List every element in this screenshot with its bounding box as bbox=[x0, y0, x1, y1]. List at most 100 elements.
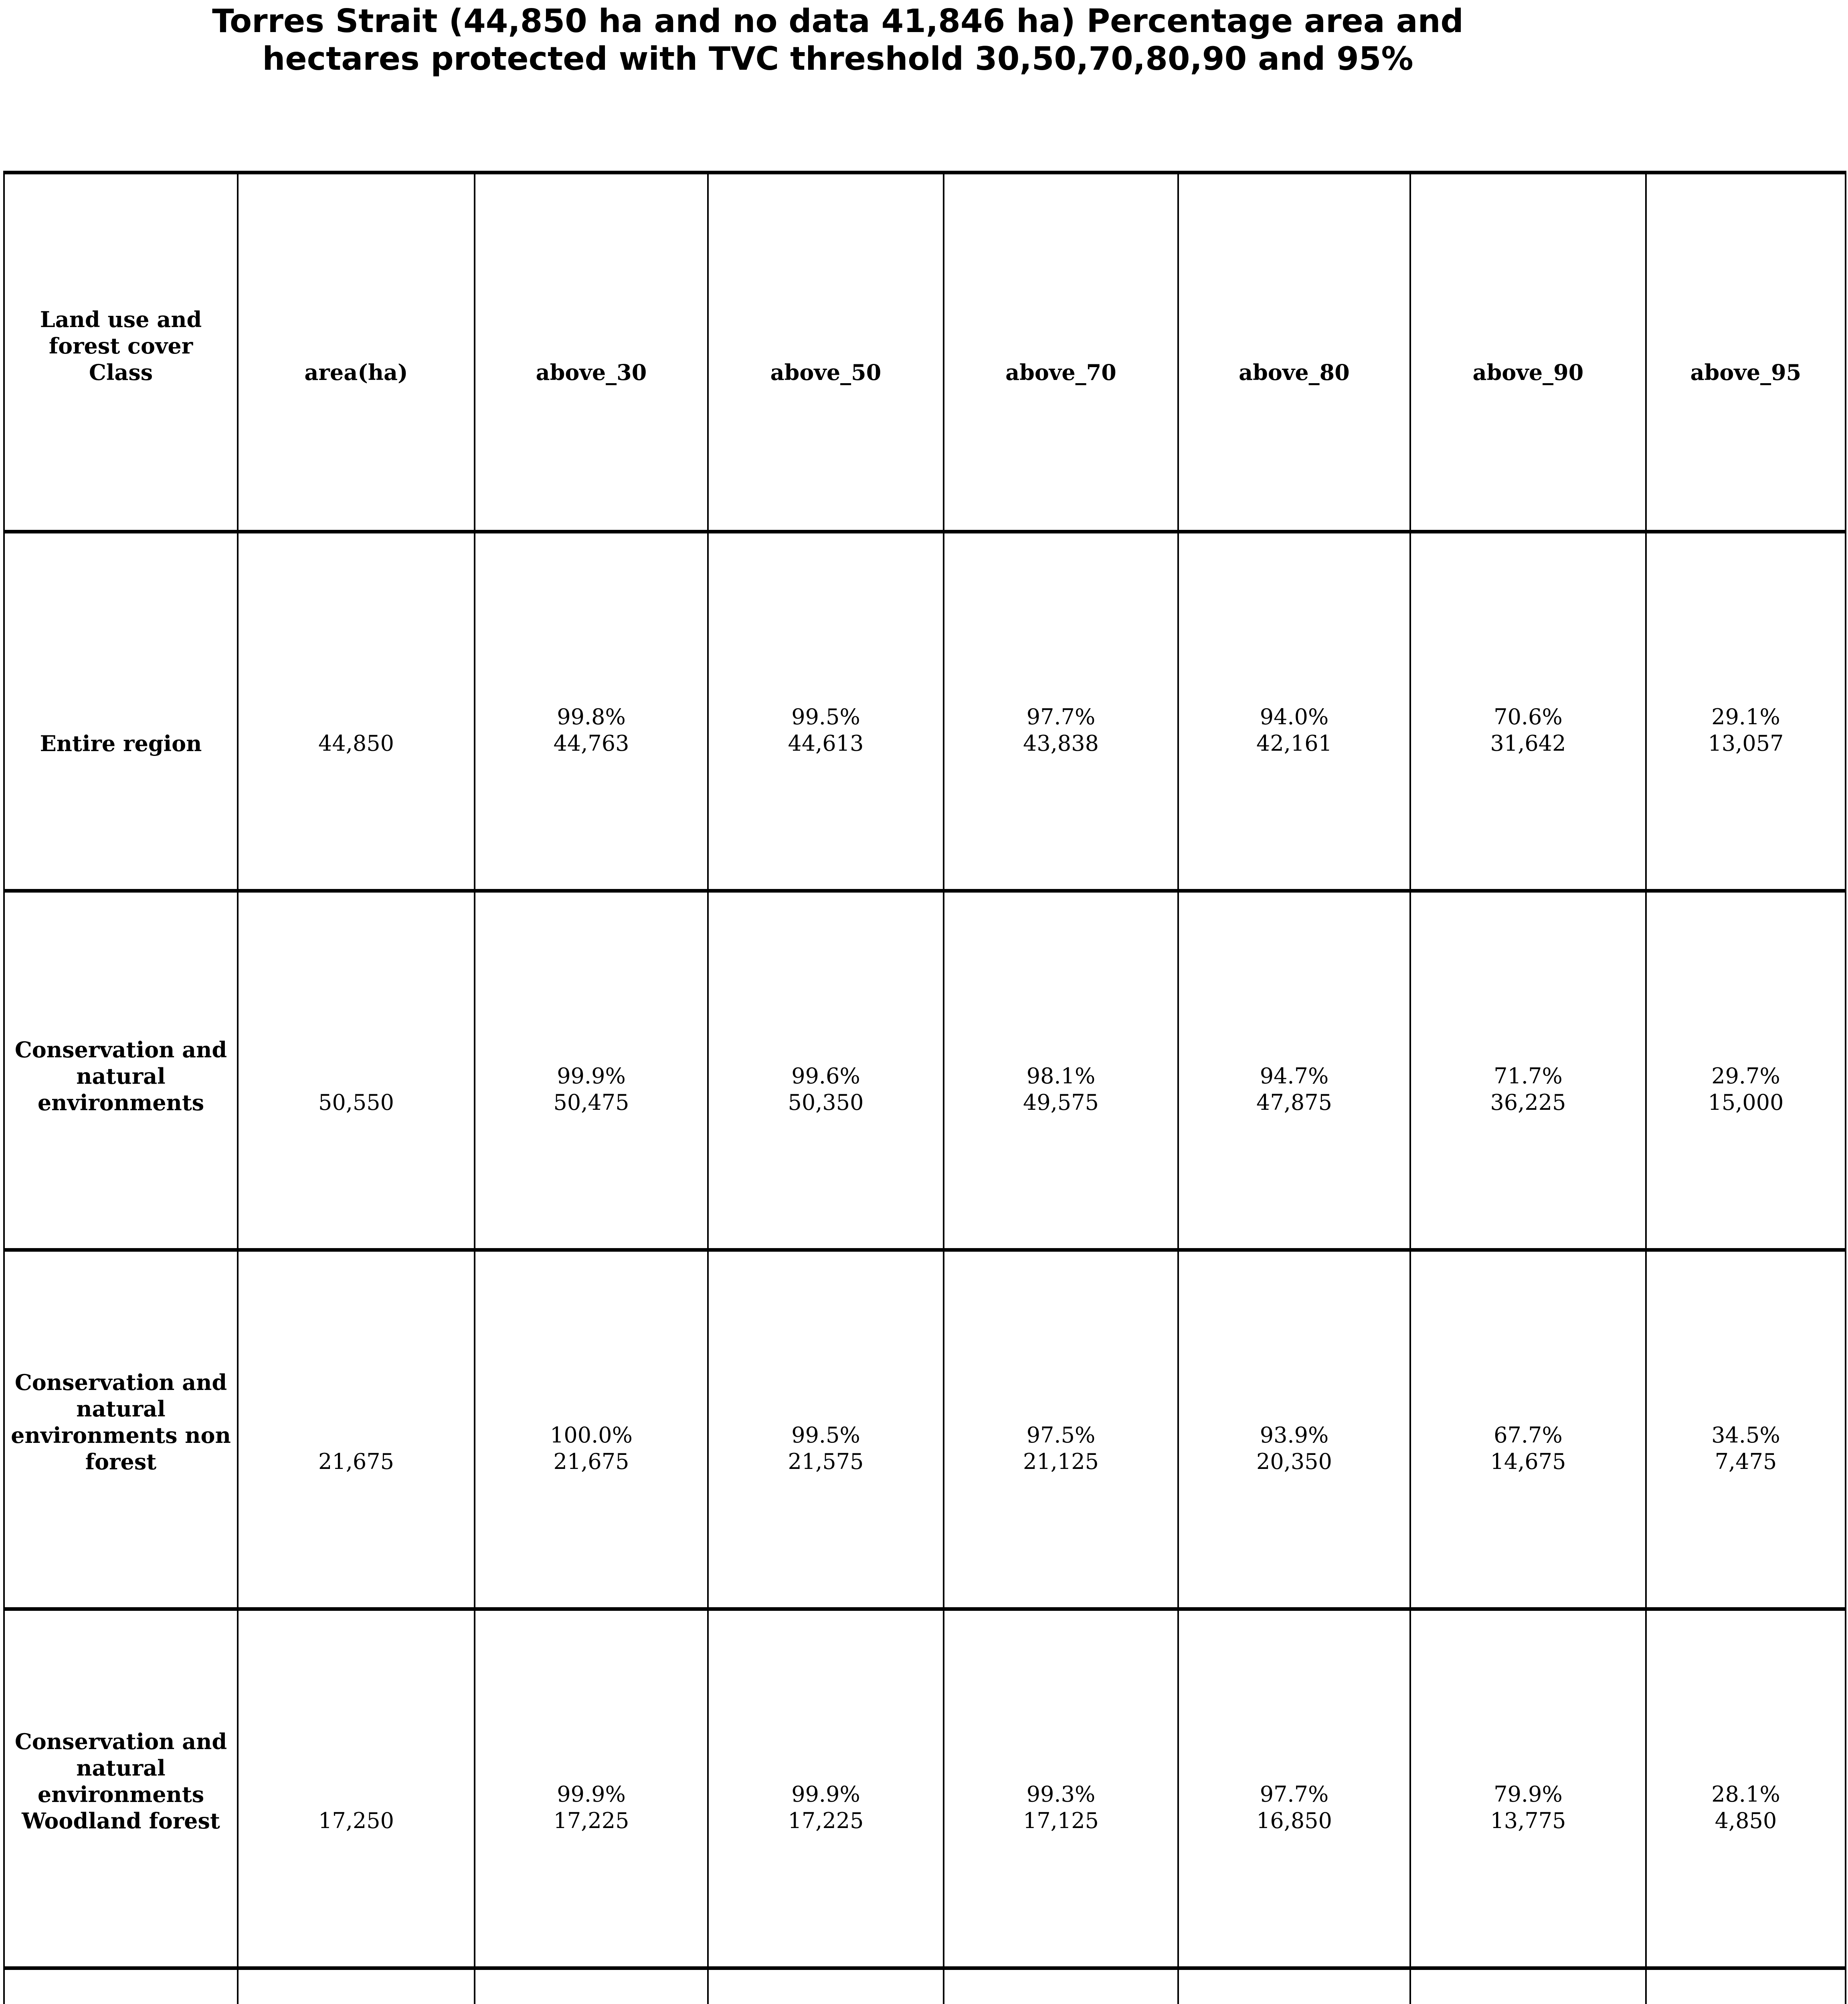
value-cell-above-80: 93.9% 20,350 bbox=[1177, 1248, 1411, 1611]
col-header-area: area(ha) bbox=[237, 171, 475, 533]
value-cell-above-90: 79.9% 13,775 bbox=[1409, 1607, 1647, 1970]
ha-value: 47,875 bbox=[1256, 1090, 1332, 1115]
ha-value: 31,642 bbox=[1490, 731, 1566, 756]
ha-value: 17,225 bbox=[553, 1808, 629, 1833]
area-value: 50,550 bbox=[318, 1090, 394, 1115]
value-cell-above-50: 99.9% 17,225 bbox=[707, 1607, 944, 1970]
ha-value: 50,350 bbox=[788, 1090, 864, 1115]
pct-value: 97.7% bbox=[1026, 704, 1096, 729]
ha-value: 13,775 bbox=[1490, 1808, 1566, 1833]
value-cell-above-95: 28.1% 4,850 bbox=[1645, 1607, 1846, 1970]
value-cell-above-90: 67.7% 14,675 bbox=[1409, 1248, 1647, 1611]
pct-value: 94.7% bbox=[1260, 1063, 1329, 1089]
value-cell-above-80: 94.0% 42,161 bbox=[1177, 530, 1411, 893]
pct-value: 67.7% bbox=[1494, 1422, 1563, 1448]
row-label: Conservation and natural environments no… bbox=[11, 1370, 231, 1475]
data-table: Land use and forest cover Class area(ha)… bbox=[3, 171, 1846, 2004]
area-value: 44,850 bbox=[318, 731, 394, 756]
col-header-above-80: above_80 bbox=[1177, 171, 1411, 533]
ha-value: 20,350 bbox=[1256, 1449, 1332, 1474]
ha-value: 49,575 bbox=[1023, 1090, 1099, 1115]
pct-value: 99.6% bbox=[791, 1063, 860, 1089]
pct-value: 70.6% bbox=[1494, 704, 1563, 729]
value-cell-above-90: 66.9%7,775 bbox=[1409, 1966, 1647, 2004]
row-label: Entire region bbox=[40, 731, 202, 756]
value-cell-above-95: 34.5% 7,475 bbox=[1645, 1248, 1846, 1611]
pct-value: 71.7% bbox=[1494, 1063, 1563, 1089]
pct-value: 99.9% bbox=[791, 1782, 860, 1807]
row-label: Conservation and natural environments Wo… bbox=[14, 1729, 227, 1834]
col-header-above-95: above_95 bbox=[1645, 171, 1846, 533]
pct-value: 79.9% bbox=[1494, 1782, 1563, 1807]
value-cell-above-70: 98.1% 49,575 bbox=[943, 889, 1179, 1252]
pct-value: 29.7% bbox=[1711, 1063, 1780, 1089]
ha-value: 16,850 bbox=[1256, 1808, 1332, 1833]
row-label: Conservation and natural environments bbox=[14, 1037, 227, 1115]
pct-value: 99.9% bbox=[557, 1782, 626, 1807]
table-row: Conservation and natural environments Fo… bbox=[3, 1966, 1846, 2004]
value-cell-above-30: 99.9% 50,475 bbox=[474, 889, 709, 1252]
ha-value: 21,675 bbox=[553, 1449, 629, 1474]
ha-value: 15,000 bbox=[1708, 1090, 1784, 1115]
ha-value: 21,125 bbox=[1023, 1449, 1099, 1474]
area-cell: 11,625 bbox=[237, 1966, 475, 2004]
value-cell-above-30: 99.9% 17,225 bbox=[474, 1607, 709, 1970]
value-cell-above-80: 91.8%10,675 bbox=[1177, 1966, 1411, 2004]
pct-value: 34.5% bbox=[1711, 1422, 1780, 1448]
value-cell-above-95: 29.1% 13,057 bbox=[1645, 530, 1846, 893]
table-row: Conservation and natural environments 50… bbox=[3, 889, 1846, 1252]
area-cell: 17,250 bbox=[237, 1607, 475, 1970]
col-header-above-50: above_50 bbox=[707, 171, 944, 533]
value-cell-above-70: 99.3% 17,125 bbox=[943, 1607, 1179, 1970]
value-cell-above-70: 97.5% 21,125 bbox=[943, 1248, 1179, 1611]
value-cell-above-80: 97.7% 16,850 bbox=[1177, 1607, 1411, 1970]
pct-value: 94.0% bbox=[1260, 704, 1329, 729]
row-label-cell: Conservation and natural environments bbox=[3, 889, 239, 1252]
col-header-above-70: above_70 bbox=[943, 171, 1179, 533]
area-cell: 44,850 bbox=[237, 530, 475, 893]
row-label-cell: Entire region bbox=[3, 530, 239, 893]
value-cell-above-50: 99.5% 21,575 bbox=[707, 1248, 944, 1611]
pct-value: 99.9% bbox=[557, 1063, 626, 1089]
value-cell-above-30: 99.6%11,575 bbox=[474, 1966, 709, 2004]
value-cell-above-50: 99.5% 44,613 bbox=[707, 530, 944, 893]
value-cell-above-95: 29.7% 15,000 bbox=[1645, 889, 1846, 1252]
area-value: 17,250 bbox=[318, 1808, 394, 1833]
row-label-cell: Conservation and natural environments Fo… bbox=[3, 1966, 239, 2004]
ha-value: 36,225 bbox=[1490, 1090, 1566, 1115]
ha-value: 17,225 bbox=[788, 1808, 864, 1833]
col-header-above-90: above_90 bbox=[1409, 171, 1647, 533]
value-cell-above-95: 23.0%2,675 bbox=[1645, 1966, 1846, 2004]
ha-value: 13,057 bbox=[1708, 731, 1784, 756]
ha-value: 17,125 bbox=[1023, 1808, 1099, 1833]
ha-value: 14,675 bbox=[1490, 1449, 1566, 1474]
pct-value: 99.3% bbox=[1026, 1782, 1096, 1807]
page-title-line1: Torres Strait (44,850 ha and no data 41,… bbox=[212, 2, 1464, 40]
ha-value: 21,575 bbox=[788, 1449, 864, 1474]
col-header-above-30: above_30 bbox=[474, 171, 709, 533]
ha-value: 7,475 bbox=[1715, 1449, 1777, 1474]
row-label-cell: Conservation and natural environments no… bbox=[3, 1248, 239, 1611]
value-cell-above-80: 94.7% 47,875 bbox=[1177, 889, 1411, 1252]
pct-value: 28.1% bbox=[1711, 1782, 1780, 1807]
area-cell: 50,550 bbox=[237, 889, 475, 1252]
ha-value: 42,161 bbox=[1256, 731, 1332, 756]
ha-value: 44,613 bbox=[788, 731, 864, 756]
pct-value: 99.8% bbox=[557, 704, 626, 729]
area-cell: 21,675 bbox=[237, 1248, 475, 1611]
value-cell-above-50: 99.4%11,550 bbox=[707, 1966, 944, 2004]
table-row: Entire region 44,850 99.8% 44,763 99.5% 44… bbox=[3, 530, 1846, 893]
value-cell-above-70: 97.4%11,325 bbox=[943, 1966, 1179, 2004]
pct-value: 93.9% bbox=[1260, 1422, 1329, 1448]
pct-value: 100.0% bbox=[550, 1422, 633, 1448]
value-cell-above-30: 99.8% 44,763 bbox=[474, 530, 709, 893]
value-cell-above-30: 100.0% 21,675 bbox=[474, 1248, 709, 1611]
ha-value: 4,850 bbox=[1715, 1808, 1777, 1833]
ha-value: 44,763 bbox=[553, 731, 629, 756]
page-title: Torres Strait (44,850 ha and no data 41,… bbox=[0, 2, 1676, 78]
pct-value: 99.5% bbox=[791, 1422, 860, 1448]
pct-value: 29.1% bbox=[1711, 704, 1780, 729]
table-row: Conservation and natural environments Wo… bbox=[3, 1607, 1846, 1970]
pct-value: 97.7% bbox=[1260, 1782, 1329, 1807]
value-cell-above-90: 71.7% 36,225 bbox=[1409, 889, 1647, 1252]
